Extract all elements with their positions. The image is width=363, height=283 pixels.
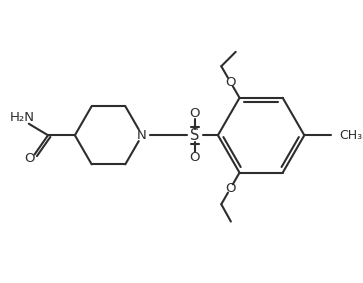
Text: O: O bbox=[25, 152, 35, 165]
Text: O: O bbox=[225, 76, 236, 89]
Text: O: O bbox=[189, 151, 200, 164]
Text: H₂N: H₂N bbox=[9, 112, 34, 125]
Text: CH₃: CH₃ bbox=[339, 129, 362, 142]
Text: O: O bbox=[189, 107, 200, 120]
Text: O: O bbox=[225, 182, 236, 195]
Text: N: N bbox=[137, 129, 147, 142]
Text: S: S bbox=[190, 128, 200, 143]
